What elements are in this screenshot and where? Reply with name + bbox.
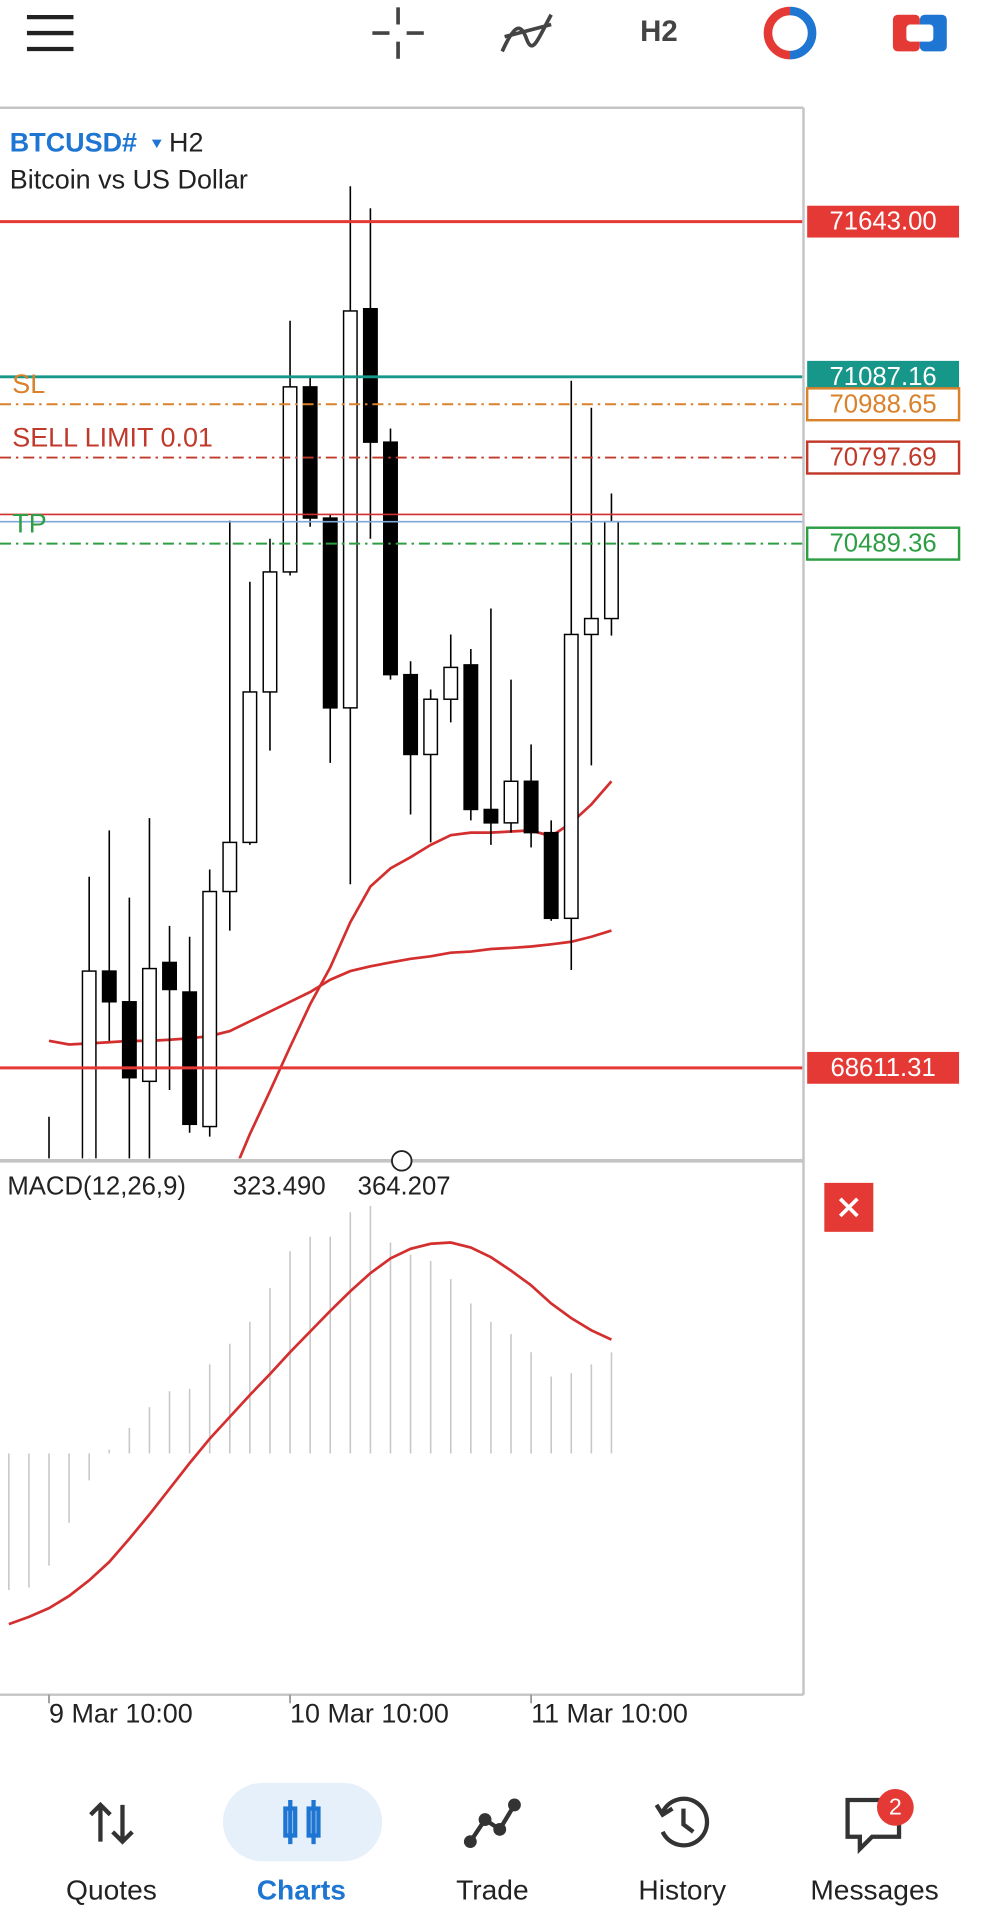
price-line-label: TP [12,508,46,538]
timeframe-button[interactable]: H2 [640,15,678,48]
price-tag [805,526,961,561]
candle-body [182,991,198,1126]
candle-body [81,970,97,1159]
x-tick-label: 10 Mar 10:00 [290,1699,449,1729]
nav-quotes[interactable]: Quotes [66,1874,157,1905]
candle-body [583,617,599,636]
candle-body [423,698,439,756]
nav-trade[interactable]: Trade [456,1874,529,1905]
candle-body [222,841,238,893]
history-icon [654,1796,710,1848]
candle-body [302,386,318,519]
candle-body [503,780,519,824]
nav-active-pill [222,1782,383,1862]
candle-body [242,691,258,844]
candle-body [282,386,298,573]
candle-body [42,1211,55,1225]
macd-signal-line [8,1241,613,1626]
symbol-dropdown[interactable] [151,139,162,149]
price-tag [807,205,960,238]
macd-title: MACD(12,26,9) [7,1173,186,1201]
candle-body [543,831,559,920]
trade-icon [463,1798,521,1849]
candle-body [403,673,419,756]
symbol-header: BTCUSD# H2 Bitcoin vs US Dollar [10,128,248,195]
symbol-timeframe: H2 [169,128,203,158]
price-tag-label: 71087.16 [829,363,936,391]
candle-body [483,808,499,824]
macd-plot [8,1205,613,1626]
price-line-label: SELL LIMIT 0.01 [12,422,213,452]
price-tag-label: 68611.31 [830,1054,935,1082]
price-tag [805,440,961,475]
price-tag-label: 70797.69 [829,444,936,472]
price-tag-label: 70988.65 [829,390,936,418]
candle-body [322,517,338,709]
nav-charts[interactable]: Charts [257,1874,346,1905]
indicators-button[interactable] [500,13,553,53]
nav-messages[interactable]: Messages [810,1874,938,1905]
candle-body [141,967,157,1083]
candle-body [463,664,479,811]
candle-body [443,666,459,700]
candle-body [101,970,117,1003]
close-indicator-button[interactable] [824,1182,874,1232]
candle-body [162,961,178,991]
price-line-label: SL [12,369,45,399]
x-tick-label: 9 Mar 10:00 [49,1699,193,1729]
nav-history[interactable]: History [638,1874,727,1905]
chart-frame [0,106,805,1696]
toolbar: H2 [26,6,947,60]
panel-resize-handle[interactable] [391,1150,413,1172]
price-tag [807,1051,960,1084]
candle-body [202,890,218,1128]
candle-body [121,1001,137,1079]
crosshair-button[interactable] [372,7,424,59]
symbol-description: Bitcoin vs US Dollar [10,164,248,194]
candle-body [603,520,619,620]
trade-mode-button[interactable] [763,6,817,60]
x-tick-label: 11 Mar 10:00 [531,1699,688,1729]
price-tag-label: 71643.00 [829,208,936,236]
candle-body [383,441,398,676]
macd-readout: 323.490 [233,1173,326,1201]
price-tag-label: 70489.36 [829,530,936,558]
main-plot [42,186,619,1225]
messages-badge [876,1788,914,1826]
symbol[interactable]: BTCUSD# [10,128,137,158]
main-chart: 71643.00 71087.16 SL 70988.65 SELL LIMIT 0.0… [0,186,961,1225]
quotes-icon [89,1801,134,1845]
price-tag [805,387,961,422]
candle-body [342,310,358,709]
macd-readout: 364.207 [358,1173,451,1201]
menu-button[interactable] [26,15,74,52]
candle-body [262,571,278,693]
candle-body [563,633,579,920]
candle-body [523,780,539,834]
bottom-nav: 2 Quotes Charts Trade History Messages [66,1782,939,1905]
one-click-button[interactable] [892,14,947,52]
messages-badge-count: 2 [889,1794,902,1820]
macd-chart: 9 Mar 10:00 10 Mar 10:00 11 Mar 10:00 [8,1205,688,1729]
charts-icon [283,1800,321,1845]
